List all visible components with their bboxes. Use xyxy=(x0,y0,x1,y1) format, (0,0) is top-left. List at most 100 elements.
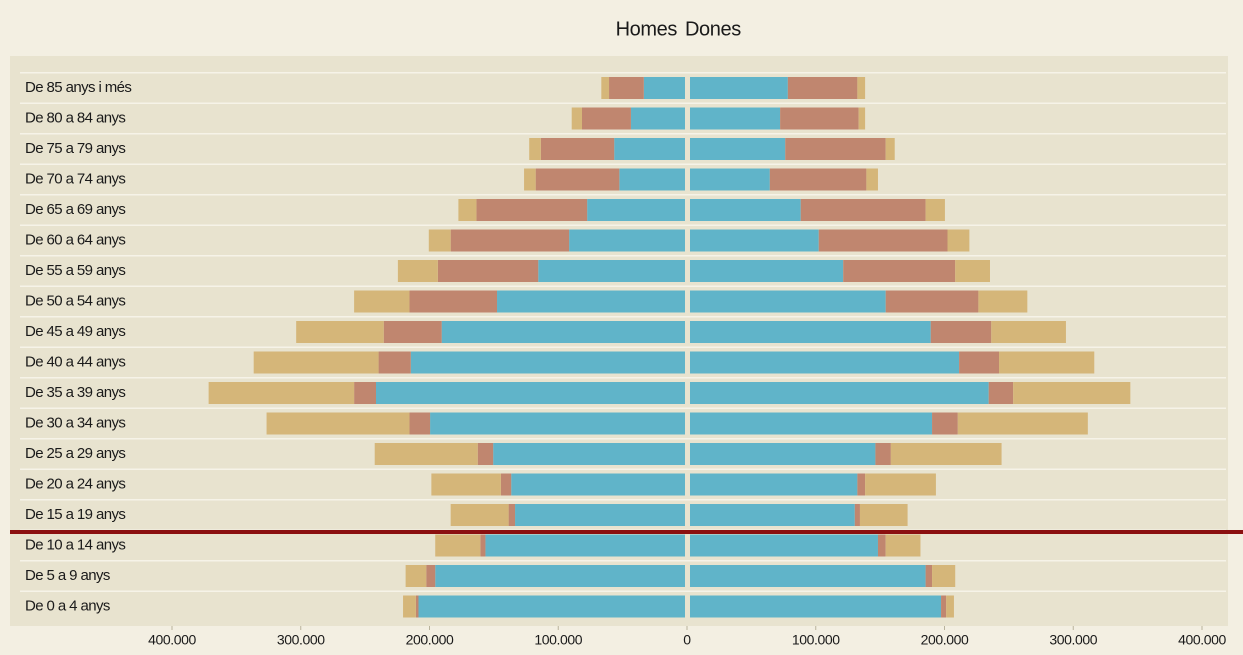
bar-segment xyxy=(885,290,979,313)
bar-segment xyxy=(858,107,866,130)
bar-segment xyxy=(769,168,867,191)
bar-segment xyxy=(208,382,355,404)
category-label: De 65 a 69 anys xyxy=(25,201,125,218)
bar-segment xyxy=(690,443,876,465)
bar-segment xyxy=(619,168,685,191)
bar-segment xyxy=(458,199,477,221)
bar-segment xyxy=(690,382,989,404)
bar-segment xyxy=(955,260,990,282)
bar-segment xyxy=(493,443,685,465)
x-tick-label: 400.000 xyxy=(148,632,196,648)
bar-segment xyxy=(988,382,1014,404)
bar-segment xyxy=(690,565,926,587)
x-tick-label: 100.000 xyxy=(534,632,582,648)
category-label: De 75 a 79 anys xyxy=(25,140,125,157)
bar-segment xyxy=(643,77,685,99)
bar-segment xyxy=(480,534,486,557)
bar-segment xyxy=(409,412,431,435)
bar-segment xyxy=(569,229,685,252)
bar-segment xyxy=(785,138,886,160)
bar-segment xyxy=(875,443,891,465)
x-tick-label: 0 xyxy=(683,632,691,648)
bar-segment xyxy=(253,351,379,374)
bar-segment xyxy=(946,595,954,618)
bar-segment xyxy=(690,77,788,99)
x-tick-label: 100.000 xyxy=(792,632,840,648)
bars xyxy=(208,77,1131,618)
bar-segment xyxy=(485,534,685,557)
bar-segment xyxy=(376,382,685,404)
bar-segment xyxy=(941,595,947,618)
x-tick-label: 300.000 xyxy=(277,632,325,648)
bar-segment xyxy=(630,107,685,130)
bar-segment xyxy=(441,321,685,343)
category-label: De 40 a 44 anys xyxy=(25,353,125,370)
bar-segment xyxy=(885,138,895,160)
category-label: De 45 a 49 anys xyxy=(25,323,125,340)
bar-segment xyxy=(435,534,481,557)
bar-segment xyxy=(538,260,685,282)
bar-segment xyxy=(978,290,1028,313)
bar-segment xyxy=(991,321,1066,343)
bar-segment xyxy=(690,351,960,374)
bar-segment xyxy=(932,412,958,435)
bar-segment xyxy=(932,565,956,587)
bar-segment xyxy=(383,321,442,343)
bar-segment xyxy=(885,534,921,557)
bar-segment xyxy=(925,565,933,587)
bar-segment xyxy=(582,107,631,130)
category-label: De 70 a 74 anys xyxy=(25,170,125,187)
bar-segment xyxy=(690,107,781,130)
bar-segment xyxy=(515,504,685,526)
ticks: 400.000 300.000 200.000 100.000 0 100.000 200.… xyxy=(148,626,1227,648)
bar-segment xyxy=(866,168,878,191)
bar-segment xyxy=(428,229,451,252)
bar-segment xyxy=(957,412,1088,435)
bar-segment xyxy=(477,443,494,465)
category-label: De 50 a 54 anys xyxy=(25,292,125,309)
bar-segment xyxy=(890,443,1002,465)
category-label: De 60 a 64 anys xyxy=(25,231,125,248)
x-tick-label: 300.000 xyxy=(1049,632,1097,648)
bar-segment xyxy=(800,199,926,221)
bar-segment xyxy=(450,229,570,252)
bar-segment xyxy=(959,351,999,374)
bar-segment xyxy=(403,595,416,618)
bar-segment xyxy=(865,473,936,496)
bar-segment xyxy=(780,107,859,130)
bar-segment xyxy=(405,565,427,587)
bar-segment xyxy=(690,321,931,343)
bar-segment xyxy=(540,138,615,160)
category-label: De 25 a 29 anys xyxy=(25,445,125,462)
bar-segment xyxy=(354,290,410,313)
bar-segment xyxy=(296,321,384,343)
bar-segment xyxy=(854,504,860,526)
bar-segment xyxy=(535,168,620,191)
bar-segment xyxy=(410,351,685,374)
bar-segment xyxy=(690,290,886,313)
category-label: De 20 a 24 anys xyxy=(25,475,125,492)
bar-segment xyxy=(430,412,685,435)
bar-segment xyxy=(431,473,501,496)
bar-segment xyxy=(930,321,992,343)
bar-segment xyxy=(999,351,1095,374)
bar-segment xyxy=(947,229,970,252)
bar-segment xyxy=(609,77,644,99)
bar-segment xyxy=(397,260,438,282)
x-tick-label: 400.000 xyxy=(1178,632,1226,648)
bar-segment xyxy=(843,260,956,282)
bar-segment xyxy=(877,534,886,557)
bar-segment xyxy=(690,168,770,191)
bar-segment xyxy=(690,504,855,526)
bar-segment xyxy=(614,138,685,160)
bar-segment xyxy=(690,595,942,618)
bar-segment xyxy=(497,290,685,313)
bar-segment xyxy=(690,260,844,282)
bar-segment xyxy=(476,199,588,221)
bar-segment xyxy=(266,412,410,435)
bar-segment xyxy=(409,290,498,313)
bar-segment xyxy=(374,443,478,465)
x-tick-label: 200.000 xyxy=(406,632,454,648)
category-label: De 80 a 84 anys xyxy=(25,109,125,126)
